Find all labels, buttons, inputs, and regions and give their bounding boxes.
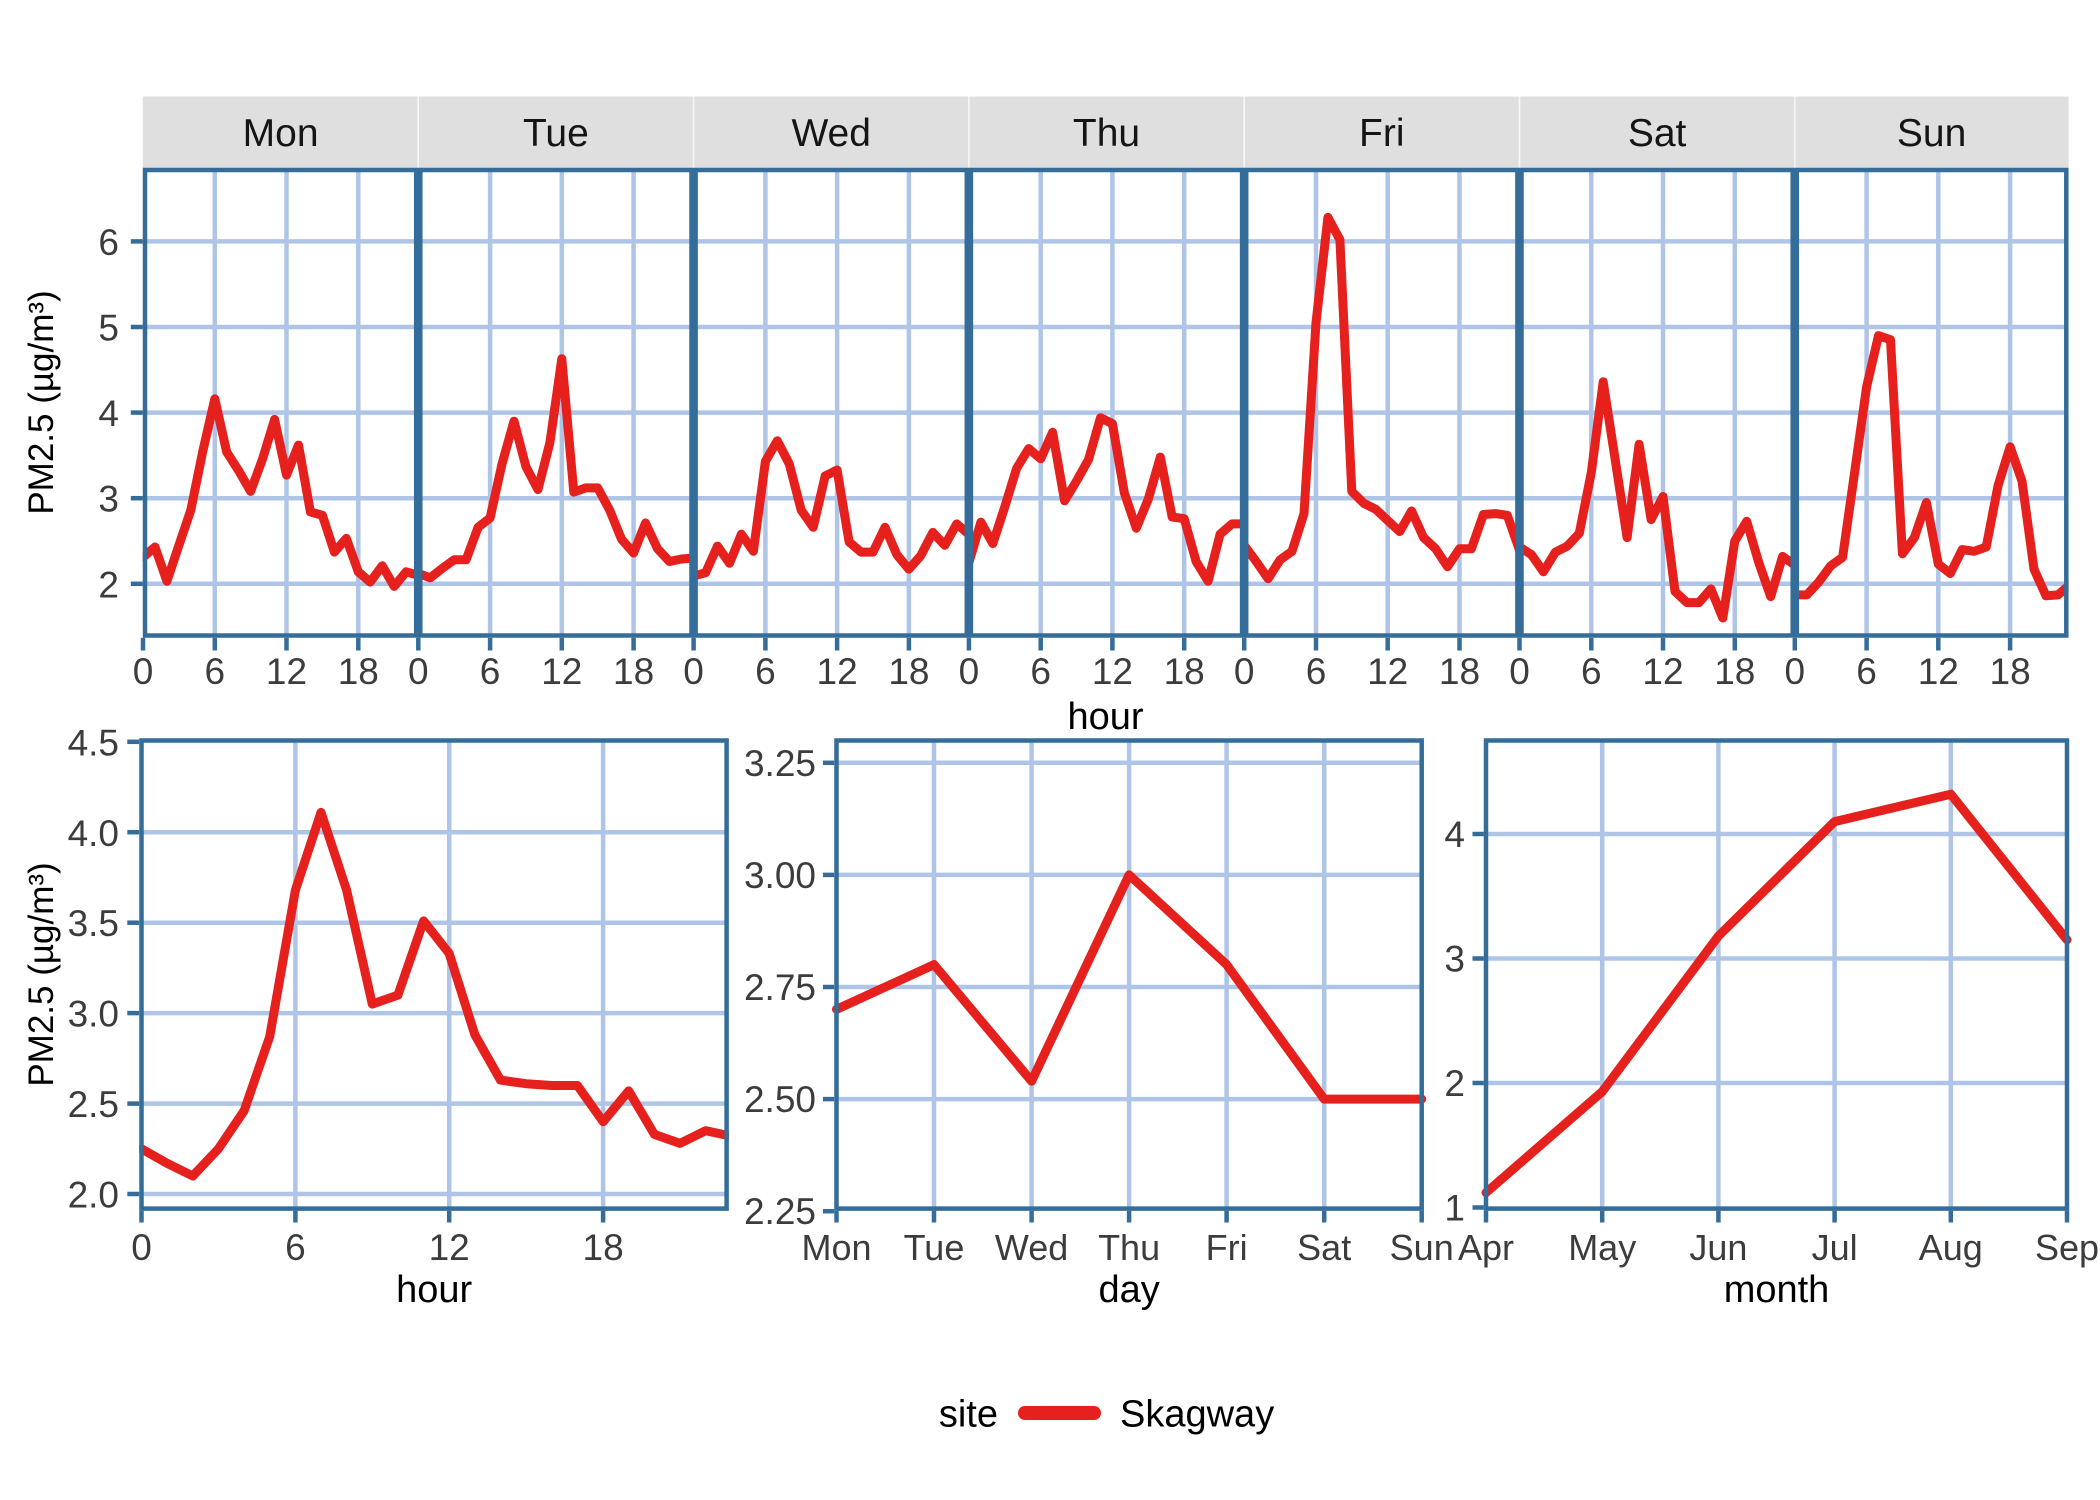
svg-text:Jun: Jun [1689, 1227, 1747, 1268]
svg-text:2.0: 2.0 [68, 1175, 119, 1216]
svg-text:12: 12 [1918, 651, 1959, 692]
svg-text:4.5: 4.5 [68, 722, 119, 763]
svg-text:6: 6 [98, 222, 119, 263]
svg-text:Sun: Sun [1897, 112, 1966, 155]
svg-text:18: 18 [1439, 651, 1480, 692]
svg-text:12: 12 [1367, 651, 1408, 692]
svg-text:Aug: Aug [1919, 1227, 1983, 1268]
svg-text:5: 5 [98, 308, 119, 349]
svg-text:0: 0 [131, 1227, 152, 1268]
svg-text:0: 0 [408, 651, 429, 692]
svg-text:2: 2 [1444, 1063, 1465, 1104]
svg-text:day: day [1098, 1269, 1159, 1311]
svg-text:hour: hour [1067, 696, 1143, 738]
svg-text:0: 0 [1785, 651, 1806, 692]
svg-text:12: 12 [266, 651, 307, 692]
svg-text:0: 0 [683, 651, 704, 692]
svg-text:2.75: 2.75 [744, 967, 816, 1008]
svg-text:PM2.5 (µg/m³): PM2.5 (µg/m³) [22, 862, 61, 1086]
svg-text:12: 12 [1642, 651, 1683, 692]
svg-text:2.50: 2.50 [744, 1079, 816, 1120]
svg-text:Skagway: Skagway [1120, 1394, 1274, 1436]
svg-text:18: 18 [1164, 651, 1205, 692]
svg-text:6: 6 [480, 651, 501, 692]
svg-text:2.5: 2.5 [68, 1084, 119, 1125]
svg-text:3.00: 3.00 [744, 855, 816, 896]
svg-text:Fri: Fri [1359, 112, 1404, 155]
svg-text:2: 2 [98, 564, 119, 605]
svg-text:6: 6 [1856, 651, 1877, 692]
svg-text:0: 0 [1234, 651, 1255, 692]
svg-text:3.0: 3.0 [68, 994, 119, 1035]
svg-text:Fri: Fri [1206, 1227, 1248, 1268]
svg-text:18: 18 [583, 1227, 624, 1268]
svg-text:3: 3 [98, 479, 119, 520]
svg-text:Sat: Sat [1297, 1227, 1351, 1268]
svg-text:Mon: Mon [801, 1227, 871, 1268]
svg-text:18: 18 [1714, 651, 1755, 692]
svg-text:PM2.5 (µg/m³): PM2.5 (µg/m³) [22, 290, 61, 514]
svg-text:Wed: Wed [995, 1227, 1068, 1268]
svg-text:Tue: Tue [904, 1227, 965, 1268]
svg-text:18: 18 [613, 651, 654, 692]
svg-text:6: 6 [285, 1227, 306, 1268]
svg-text:12: 12 [1092, 651, 1133, 692]
svg-text:4.0: 4.0 [68, 813, 119, 854]
svg-text:Wed: Wed [791, 112, 871, 155]
svg-text:12: 12 [429, 1227, 470, 1268]
svg-text:3.25: 3.25 [744, 743, 816, 784]
svg-text:hour: hour [396, 1269, 472, 1311]
svg-text:Mon: Mon [243, 112, 319, 155]
svg-text:6: 6 [1306, 651, 1327, 692]
svg-text:Jul: Jul [1812, 1227, 1858, 1268]
svg-text:12: 12 [817, 651, 858, 692]
svg-text:0: 0 [959, 651, 980, 692]
svg-text:Thu: Thu [1098, 1227, 1160, 1268]
svg-text:site: site [939, 1394, 998, 1436]
svg-text:4: 4 [1444, 814, 1465, 855]
svg-text:0: 0 [133, 651, 154, 692]
svg-text:month: month [1724, 1269, 1830, 1311]
svg-text:Apr: Apr [1458, 1227, 1514, 1268]
svg-text:May: May [1568, 1227, 1636, 1268]
svg-text:6: 6 [205, 651, 226, 692]
svg-text:18: 18 [1990, 651, 2031, 692]
svg-text:Sun: Sun [1390, 1227, 1454, 1268]
svg-text:2.25: 2.25 [744, 1191, 816, 1232]
svg-text:18: 18 [338, 651, 379, 692]
svg-text:3: 3 [1444, 939, 1465, 980]
svg-text:Sat: Sat [1628, 112, 1687, 155]
svg-text:18: 18 [888, 651, 929, 692]
svg-text:4: 4 [98, 393, 119, 434]
svg-text:6: 6 [1030, 651, 1051, 692]
svg-text:1: 1 [1444, 1188, 1465, 1229]
svg-text:3.5: 3.5 [68, 903, 119, 944]
svg-text:Sep: Sep [2035, 1227, 2099, 1268]
svg-text:0: 0 [1509, 651, 1530, 692]
svg-text:Tue: Tue [523, 112, 589, 155]
svg-text:6: 6 [1581, 651, 1602, 692]
svg-text:6: 6 [755, 651, 776, 692]
svg-text:Thu: Thu [1073, 112, 1140, 155]
svg-text:12: 12 [541, 651, 582, 692]
